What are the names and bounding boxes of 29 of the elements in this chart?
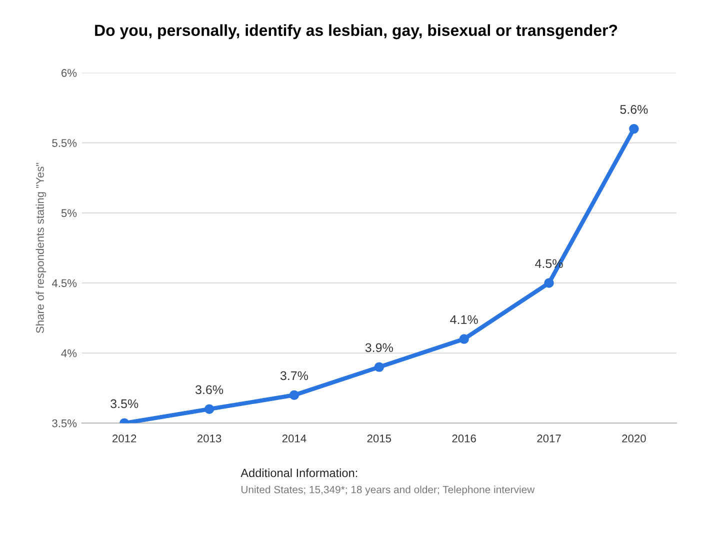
point — [204, 404, 214, 414]
point — [289, 390, 300, 400]
x-tick-label: 2020 — [622, 434, 646, 442]
y-tick-label: 4.5% — [52, 279, 77, 288]
point — [374, 362, 384, 372]
y-tick-label: 5% — [61, 209, 77, 218]
point — [459, 334, 469, 344]
y-tick-label: 3.5% — [52, 419, 77, 428]
y-tick-label: 4% — [61, 349, 77, 358]
text: 4.1% — [450, 315, 478, 324]
x-tick-label: 2016 — [452, 434, 476, 442]
text: United States; 15,349*; 18 years and older; Telephone interview — [241, 486, 535, 496]
text: 3.7% — [280, 371, 308, 380]
text: 3.5% — [110, 399, 138, 408]
x-tick-label: 2015 — [367, 434, 392, 442]
point — [629, 124, 639, 134]
x-tick-label: 2012 — [112, 434, 136, 442]
y-tick-label: 5.5% — [52, 139, 77, 147]
y-axis-title: Share of respondents stating "Yes" — [36, 162, 46, 334]
text: 3.9% — [365, 343, 393, 352]
x-tick-label: 2014 — [282, 434, 306, 442]
x-tick-label: 2017 — [537, 434, 561, 442]
x-tick-label: 2013 — [197, 434, 222, 442]
text: 5.6% — [620, 105, 648, 114]
chart-title: Do you, personally, identify as lesbian, gay, bisexual or transgender? — [95, 24, 618, 40]
y-tick-label: 6% — [62, 69, 77, 77]
point — [544, 278, 554, 288]
text: 3.6% — [196, 385, 224, 394]
text: Additional Information: — [240, 468, 358, 478]
